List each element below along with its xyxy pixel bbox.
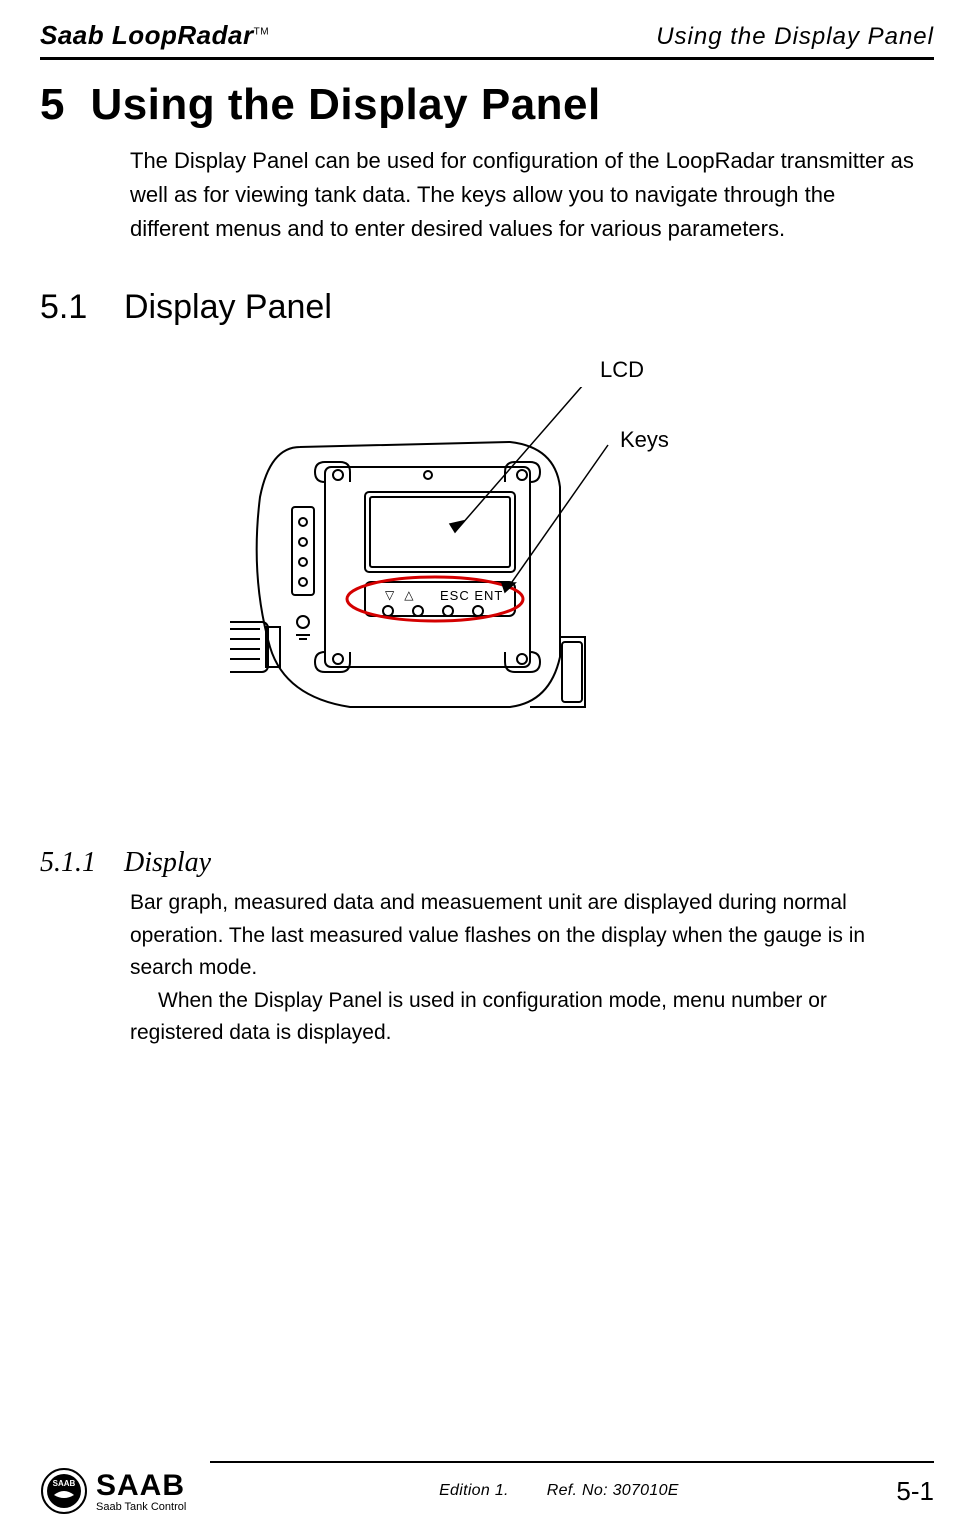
- footer-ref: Ref. No: 307010E: [547, 1482, 679, 1499]
- chapter-intro: The Display Panel can be used for config…: [130, 144, 914, 246]
- footer-meta: Edition 1. Ref. No: 307010E: [439, 1482, 679, 1500]
- header-rule: [40, 57, 934, 60]
- footer-logo-word: SAAB: [96, 1469, 185, 1502]
- page-footer: SAAB SAAB Saab Tank Control Edition 1. R…: [40, 1461, 934, 1515]
- footer-logo-sub: Saab Tank Control: [96, 1501, 186, 1513]
- footer-edition: Edition 1.: [439, 1482, 509, 1499]
- chapter-title: Using the Display Panel: [90, 80, 600, 129]
- section-heading: 5.1Display Panel: [40, 288, 934, 327]
- section-title: Display Panel: [124, 288, 332, 326]
- keypad-label: ESC ENT: [440, 588, 503, 603]
- keypad-symbols: ▽ △: [385, 588, 414, 602]
- subsection-number: 5.1.1: [40, 847, 124, 879]
- subsection-p2: When the Display Panel is used in config…: [130, 985, 914, 1050]
- section-number: 5.1: [40, 288, 124, 327]
- saab-roundel-icon: SAAB: [40, 1467, 88, 1515]
- brand-mark: Saab LoopRadarTM: [40, 20, 269, 51]
- callout-lcd: LCD: [600, 357, 644, 383]
- footer-rule: [210, 1461, 934, 1463]
- subsection-title: Display: [124, 847, 211, 878]
- svg-text:SAAB: SAAB: [53, 1479, 76, 1488]
- subsection-p1: Bar graph, measured data and measuement …: [130, 887, 914, 985]
- device-diagram: ▽ △ ESC ENT: [230, 387, 650, 747]
- page-header: Saab LoopRadarTM Using the Display Panel: [40, 20, 934, 57]
- brand-text: Saab LoopRadar: [40, 20, 254, 50]
- figure-display-panel: LCD Keys: [40, 357, 934, 777]
- subsection-heading: 5.1.1Display: [40, 847, 934, 879]
- header-section-title: Using the Display Panel: [656, 23, 934, 51]
- chapter-heading: 5 Using the Display Panel: [40, 80, 934, 130]
- trademark-symbol: TM: [254, 26, 269, 37]
- document-page: Saab LoopRadarTM Using the Display Panel…: [0, 0, 974, 1539]
- chapter-number: 5: [40, 80, 65, 129]
- footer-page-number: 5-1: [896, 1476, 934, 1507]
- footer-logo-block: SAAB SAAB Saab Tank Control: [40, 1467, 186, 1515]
